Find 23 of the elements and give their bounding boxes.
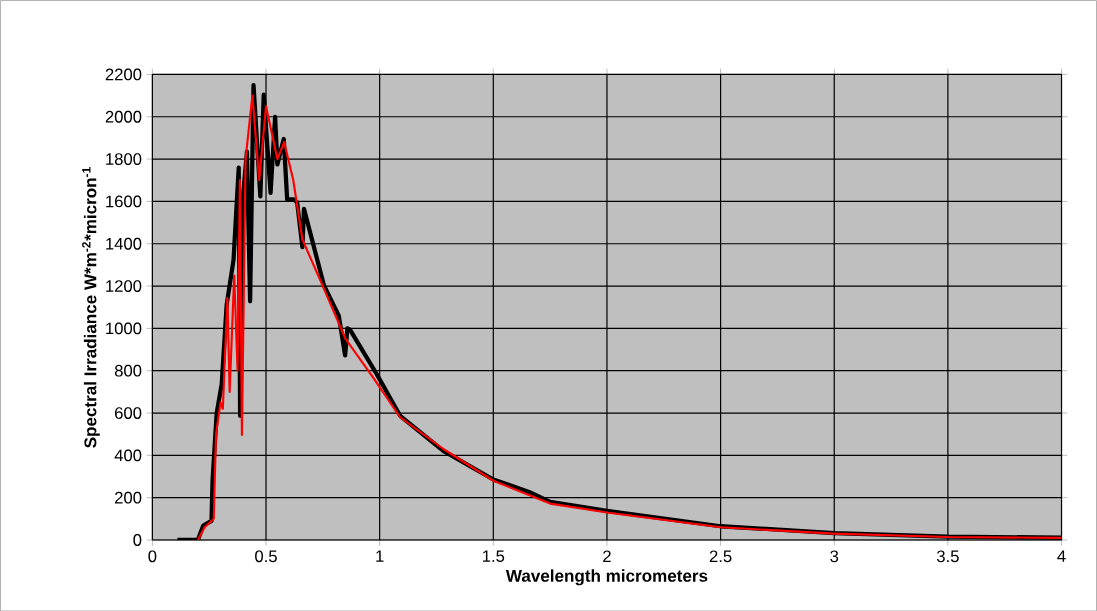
y-tick-label: 200: [115, 491, 142, 504]
y-axis-title: Spectral Irradiance W*m$^{-2}$*micron$^{-1}$: [82, 166, 100, 448]
y-tick-label: 1400: [106, 237, 142, 250]
x-tick-label: 0: [148, 550, 157, 562]
y-tick-label: 2000: [105, 110, 142, 123]
y-tick-label: 600: [115, 406, 142, 419]
x-tick-label: 3.5: [936, 550, 959, 562]
y-tick-label: 1800: [106, 152, 142, 165]
x-tick-label: 2: [603, 550, 611, 562]
x-tick-label: 1: [376, 550, 384, 562]
x-axis-title: Wavelength micrometers: [505, 569, 708, 586]
x-tick-label: 0.5: [255, 550, 277, 562]
x-tick-label: 4: [1057, 550, 1066, 562]
y-tick-label: 0: [133, 533, 142, 546]
y-tick-label: 800: [114, 364, 142, 377]
x-tick-label: 3: [830, 550, 839, 562]
y-tick-label: 1200: [106, 279, 142, 292]
y-tick-label: 2200: [105, 68, 142, 81]
y-tick-label: 1600: [106, 195, 142, 208]
x-tick-label: 2.5: [709, 550, 732, 562]
y-tick-label: 400: [114, 449, 142, 462]
y-tick-label: 1000: [106, 322, 142, 335]
x-tick-label: 1.5: [483, 550, 505, 562]
